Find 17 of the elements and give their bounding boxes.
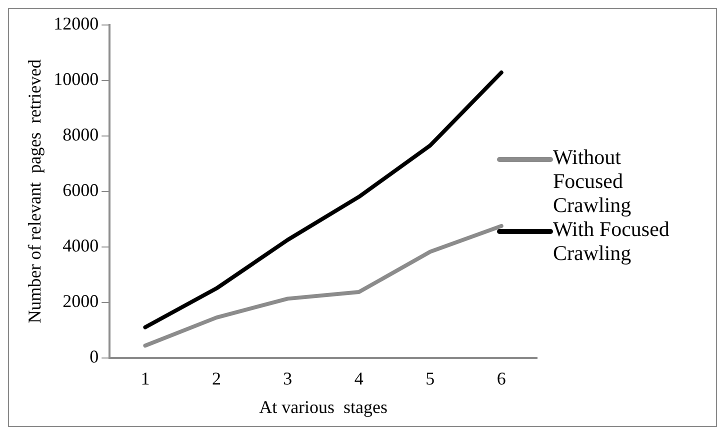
- x-tick-label: 5: [426, 368, 435, 388]
- y-tick-label: 10000: [54, 69, 99, 90]
- x-tick-label: 6: [496, 368, 506, 388]
- y-tick-label: 0: [90, 346, 99, 367]
- legend-label: With Focused Crawling: [553, 217, 670, 265]
- y-tick-label: 4000: [62, 236, 99, 256]
- x-tick-label: 1: [140, 368, 150, 388]
- y-tick-label: 12000: [54, 14, 99, 34]
- x-axis-title: At various stages: [259, 396, 388, 417]
- x-tick-label: 3: [283, 368, 292, 388]
- legend-label: Without Focused Crawling: [553, 145, 632, 217]
- y-tick-label: 6000: [62, 180, 99, 200]
- y-tick-label: 2000: [62, 291, 99, 312]
- y-tick-label: 8000: [62, 124, 99, 145]
- x-tick-label: 2: [212, 368, 221, 388]
- y-axis-title: Number of relevant pages retrieved: [24, 59, 45, 324]
- x-tick-label: 4: [354, 368, 364, 388]
